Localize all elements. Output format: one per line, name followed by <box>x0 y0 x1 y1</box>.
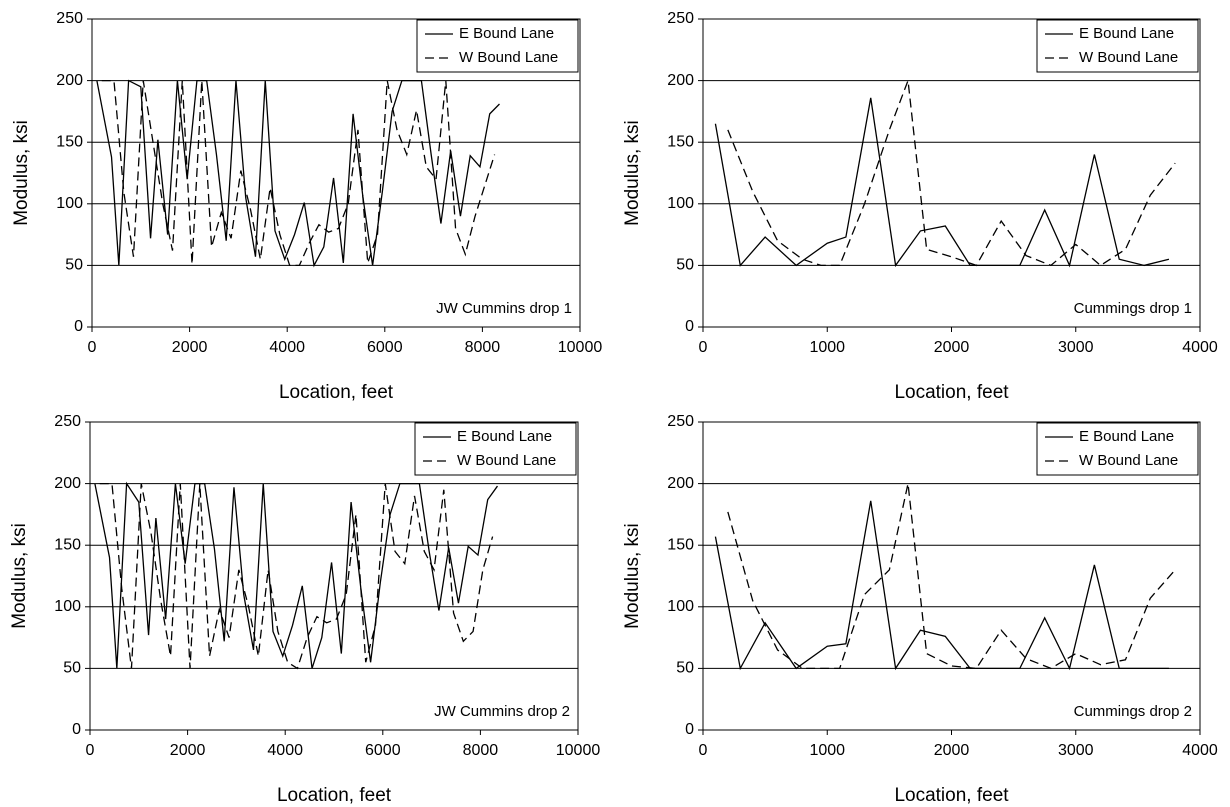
y-tick-label: 0 <box>685 318 694 335</box>
x-tick-label: 10000 <box>556 742 601 759</box>
y-axis-label: Modulus, ksi <box>622 523 643 629</box>
y-tick-label: 0 <box>685 721 694 738</box>
data-line <box>714 97 1170 268</box>
y-tick-label: 200 <box>54 475 81 492</box>
x-tick-label: 4000 <box>267 742 303 759</box>
legend-label: E Bound Lane <box>1079 25 1174 42</box>
plot-frame <box>702 18 1201 328</box>
x-tick-label: 0 <box>699 742 708 759</box>
x-tick-label: 2000 <box>172 339 208 356</box>
legend-box <box>1036 422 1199 476</box>
data-line <box>727 80 1176 267</box>
x-tick-label: 4000 <box>269 339 305 356</box>
x-axis-label: Location, feet <box>894 785 1009 806</box>
y-tick-label: 50 <box>676 257 694 274</box>
x-tick-label: 4000 <box>1182 742 1218 759</box>
x-axis-label: Location, feet <box>894 382 1009 403</box>
y-tick-label: 100 <box>667 195 694 212</box>
y-tick-label: 50 <box>65 257 83 274</box>
annotation: Cummings drop 1 <box>1074 300 1192 317</box>
data-line <box>714 500 1169 671</box>
y-tick-label: 0 <box>74 318 83 335</box>
legend-label: W Bound Lane <box>457 452 556 469</box>
y-tick-label: 100 <box>54 598 81 615</box>
y-tick-label: 150 <box>667 133 694 150</box>
x-tick-label: 0 <box>699 339 708 356</box>
y-tick-label: 50 <box>676 660 694 677</box>
x-axis-label: Location, feet <box>277 785 392 806</box>
legend-box <box>414 422 577 476</box>
y-tick-label: 100 <box>667 598 694 615</box>
legend-label: E Bound Lane <box>457 428 552 445</box>
y-tick-label: 100 <box>56 195 83 212</box>
x-tick-label: 0 <box>88 339 97 356</box>
x-tick-label: 1000 <box>809 339 845 356</box>
legend-box <box>1036 19 1199 73</box>
y-tick-label: 200 <box>56 72 83 89</box>
data-line <box>101 79 496 267</box>
x-tick-label: 6000 <box>365 742 401 759</box>
x-tick-label: 3000 <box>1058 339 1094 356</box>
x-tick-label: 10000 <box>558 339 603 356</box>
data-line <box>99 482 494 670</box>
x-tick-label: 2000 <box>170 742 206 759</box>
x-tick-label: 8000 <box>465 339 501 356</box>
y-tick-label: 150 <box>667 536 694 553</box>
y-tick-label: 250 <box>667 413 694 430</box>
y-tick-label: 200 <box>667 475 694 492</box>
annotation: JW Cummins drop 2 <box>434 703 570 720</box>
y-tick-label: 0 <box>72 721 81 738</box>
y-tick-label: 150 <box>56 133 83 150</box>
y-axis-label: Modulus, ksi <box>622 120 643 226</box>
legend-label: E Bound Lane <box>459 25 554 42</box>
x-tick-label: 1000 <box>809 742 845 759</box>
x-tick-label: 2000 <box>934 339 970 356</box>
x-tick-label: 8000 <box>463 742 499 759</box>
annotation: Cummings drop 2 <box>1074 703 1192 720</box>
legend-box <box>416 19 579 73</box>
y-tick-label: 150 <box>54 536 81 553</box>
plot-frame <box>702 421 1201 731</box>
x-tick-label: 0 <box>86 742 95 759</box>
x-tick-label: 6000 <box>367 339 403 356</box>
data-line <box>727 483 1176 670</box>
plot-frame <box>89 421 579 731</box>
y-tick-label: 250 <box>56 10 83 27</box>
y-axis-label: Modulus, ksi <box>11 120 32 226</box>
y-tick-label: 250 <box>54 413 81 430</box>
data-line <box>94 481 499 669</box>
x-tick-label: 2000 <box>934 742 970 759</box>
legend-label: W Bound Lane <box>459 49 558 66</box>
x-axis-label: Location, feet <box>279 382 394 403</box>
y-axis-label: Modulus, ksi <box>9 523 30 629</box>
legend-label: E Bound Lane <box>1079 428 1174 445</box>
y-tick-label: 50 <box>63 660 81 677</box>
y-tick-label: 200 <box>667 72 694 89</box>
x-tick-label: 4000 <box>1182 339 1218 356</box>
x-tick-label: 3000 <box>1058 742 1094 759</box>
legend-label: W Bound Lane <box>1079 452 1178 469</box>
plot-frame <box>91 18 581 328</box>
y-tick-label: 250 <box>667 10 694 27</box>
annotation: JW Cummins drop 1 <box>436 300 572 317</box>
legend-label: W Bound Lane <box>1079 49 1178 66</box>
data-line <box>96 79 500 268</box>
